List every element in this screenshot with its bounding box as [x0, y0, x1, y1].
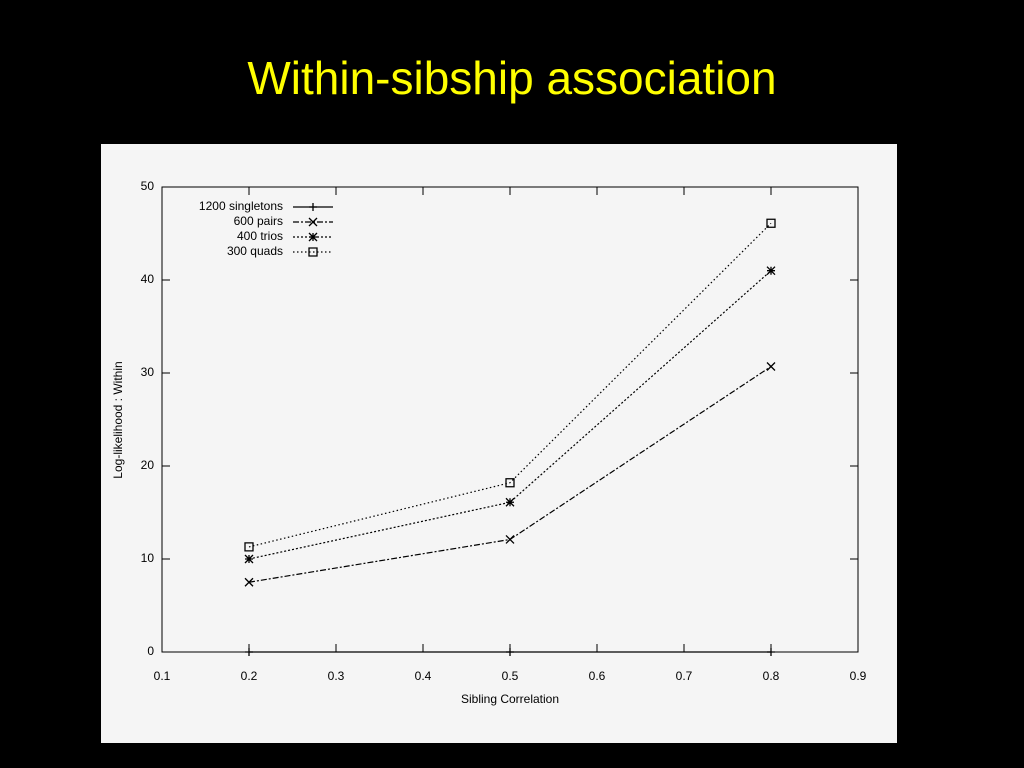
legend-marker [308, 217, 318, 227]
series-line [248, 222, 772, 548]
x-tick-label: 0.8 [763, 669, 780, 683]
chart-panel [101, 144, 897, 743]
legend-marker [309, 203, 317, 211]
legend-label: 300 quads [227, 244, 283, 258]
point [766, 362, 776, 371]
series-line [248, 270, 772, 560]
legend-label: 400 trios [237, 229, 283, 243]
y-tick-label: 30 [141, 365, 155, 379]
x-tick-label: 0.4 [415, 669, 432, 683]
point [245, 648, 253, 656]
legend-label: 600 pairs [234, 214, 283, 228]
point [767, 648, 775, 656]
x-tick-label: 0.1 [154, 669, 171, 683]
legend-marker [308, 247, 318, 257]
point [244, 554, 254, 564]
point [244, 542, 254, 552]
point [505, 478, 515, 488]
y-tick-label: 50 [141, 179, 155, 193]
point [505, 497, 515, 507]
y-tick-label: 40 [141, 272, 155, 286]
x-axis-label: Sibling Correlation [461, 692, 559, 706]
legend-marker [308, 232, 318, 242]
legend-label: 1200 singletons [199, 199, 283, 213]
slide-title: Within-sibship association [247, 52, 776, 104]
x-tick-label: 0.6 [589, 669, 606, 683]
point [766, 266, 776, 276]
x-tick-label: 0.7 [676, 669, 693, 683]
y-axis-label: Log-likelihood : Within [111, 361, 125, 478]
x-tick-label: 0.2 [241, 669, 258, 683]
point [244, 577, 254, 587]
y-tick-label: 0 [147, 644, 154, 658]
point [505, 535, 515, 544]
y-tick-label: 20 [141, 458, 155, 472]
point [506, 648, 514, 656]
x-tick-label: 0.9 [850, 669, 867, 683]
point [766, 218, 776, 228]
y-tick-label: 10 [141, 551, 155, 565]
x-tick-label: 0.5 [502, 669, 519, 683]
x-tick-label: 0.3 [328, 669, 345, 683]
